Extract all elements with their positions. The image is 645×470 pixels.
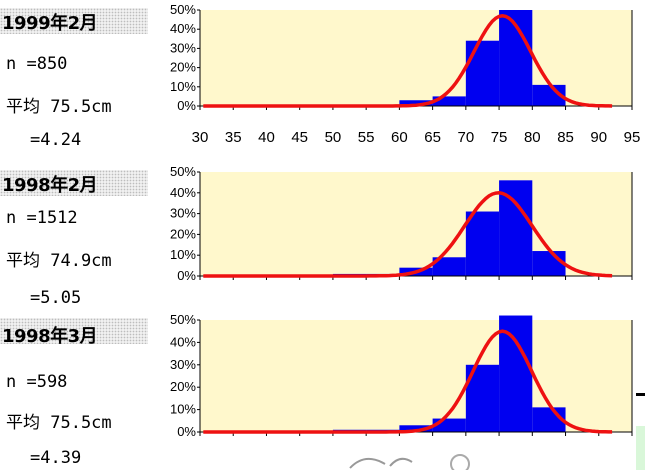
panel-1-plot-area: [200, 10, 632, 106]
panel-2-mean: 平均 74.9cm: [6, 251, 112, 271]
panel-3-y-tick-label: 50%: [170, 312, 196, 327]
panel-3-sd: =4.39: [30, 448, 82, 468]
x-tick-label: 80: [524, 129, 541, 146]
panel-2-bar: [432, 257, 466, 276]
panel-3-plot-area: [200, 320, 632, 432]
panel-1-y-tick-label: 40%: [170, 21, 196, 36]
panel-2-normal-curve: [203, 191, 613, 278]
panel-3-y-tick-label: 40%: [170, 334, 196, 349]
panel-1-y-tick-label: 0%: [177, 98, 196, 113]
panel-1-y-tick-label: 50%: [170, 2, 196, 17]
panel-2-y-tick-label: 30%: [170, 206, 196, 221]
panel-2-bar: [532, 251, 566, 276]
x-tick-label: 75: [491, 129, 508, 146]
x-tick-label: 35: [225, 129, 242, 146]
panel-3-y-tick-label: 0%: [177, 424, 196, 439]
panel-2-y-tick-label: 0%: [177, 268, 196, 283]
panel-2-sd: =5.05: [30, 288, 82, 308]
x-tick-label: 45: [291, 129, 308, 146]
x-tick-label: 50: [325, 129, 342, 146]
panel-3-normal-curve: [203, 329, 613, 434]
x-tick-label: 95: [624, 129, 641, 146]
panel-1-bar: [399, 100, 433, 106]
panel-3-n: n =598: [6, 372, 68, 392]
panel-1-sd: =4.24: [30, 130, 82, 150]
panel-3-bar: [399, 425, 433, 432]
panel-2-y-tick-label: 50%: [170, 164, 196, 179]
panel-3-mean: 平均 75.5cm: [6, 413, 112, 433]
panel-1-mean: 平均 75.5cm: [6, 97, 112, 117]
decorative-scribble: [349, 454, 470, 470]
panel-2-label-box: [0, 170, 148, 196]
edge-green-block: [636, 426, 645, 470]
panel-2-y-tick-label: 40%: [170, 185, 196, 200]
panel-3-label-box: [0, 318, 148, 344]
panel-1-n: n =850: [6, 54, 68, 74]
panel-2-plot-area: [200, 172, 632, 276]
panel-3-y-tick-label: 30%: [170, 357, 196, 372]
x-tick-label: 55: [358, 129, 375, 146]
panel-2-bar: [499, 180, 533, 276]
x-tick-label: 40: [258, 129, 275, 146]
panel-3-y-tick-label: 10%: [170, 402, 196, 417]
x-tick-label: 90: [590, 129, 607, 146]
panel-3-bar: [499, 315, 533, 432]
x-tick-label: 70: [458, 129, 475, 146]
panel-1-bar: [432, 96, 466, 106]
x-tick-label: 60: [391, 129, 408, 146]
panel-2-bar: [465, 211, 500, 276]
panel-2-n: n =1512: [6, 208, 78, 228]
panel-1-date: 1999年2月: [2, 13, 98, 34]
panel-1-normal-curve: [203, 14, 613, 108]
panel-1-y-tick-label: 20%: [170, 60, 196, 75]
panel-3-date: 1998年3月: [2, 326, 98, 347]
x-tick-label: 65: [424, 129, 441, 146]
edge-mark: [636, 393, 645, 396]
x-tick-label: 30: [192, 129, 209, 146]
x-tick-label: 85: [557, 129, 574, 146]
panel-1-y-tick-label: 10%: [170, 79, 196, 94]
panel-2-y-tick-label: 10%: [170, 247, 196, 262]
panel-2-y-tick-label: 20%: [170, 226, 196, 241]
panel-1-bar: [465, 40, 500, 106]
panel-1-label-box: [0, 8, 148, 34]
panel-3-y-tick-label: 20%: [170, 379, 196, 394]
panel-2-date: 1998年2月: [2, 175, 98, 196]
panel-1-y-tick-label: 30%: [170, 40, 196, 55]
